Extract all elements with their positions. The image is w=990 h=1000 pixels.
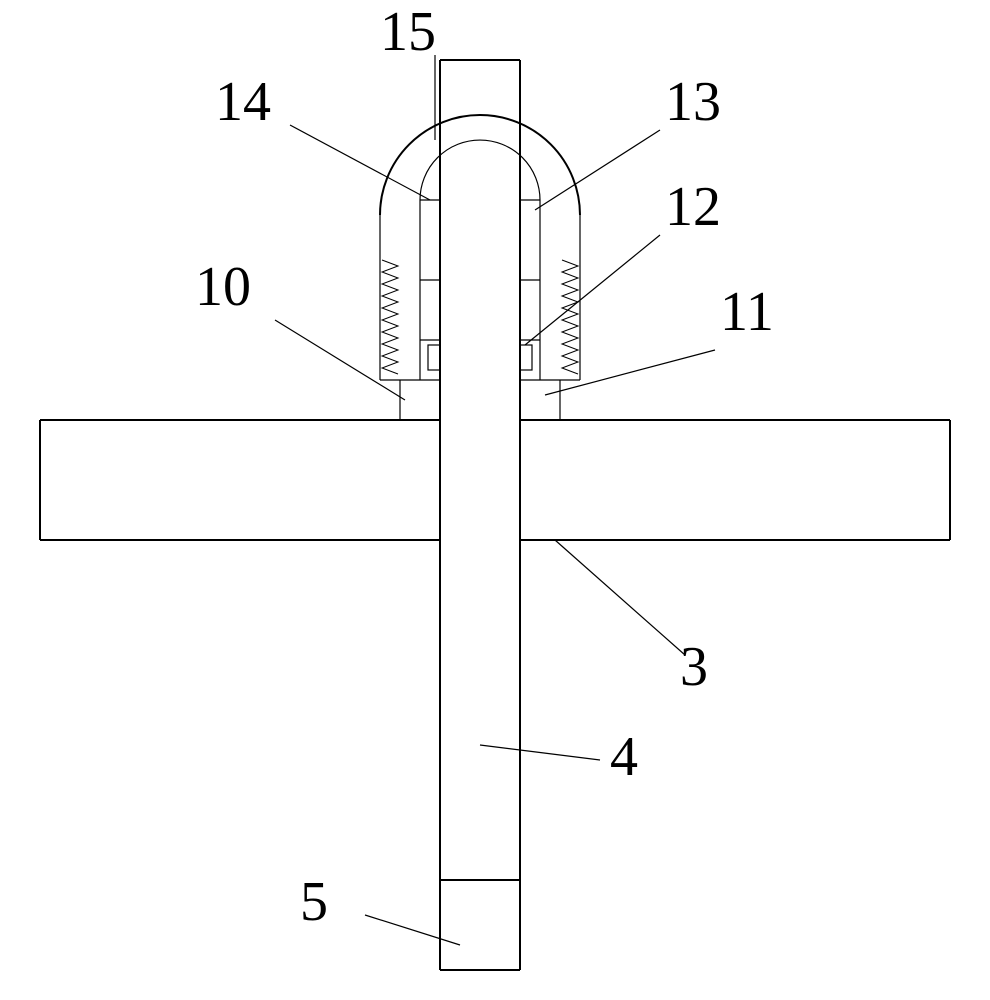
label-15: 15 — [380, 1, 436, 140]
label-5: 5 — [300, 871, 460, 945]
label-text-13: 13 — [665, 71, 721, 133]
label-12: 12 — [525, 176, 721, 345]
label-text-5: 5 — [300, 871, 328, 933]
label-text-11: 11 — [720, 281, 774, 343]
label-14: 14 — [215, 71, 430, 200]
label-3: 3 — [555, 540, 708, 698]
label-text-12: 12 — [665, 176, 721, 238]
dome-inner — [420, 140, 540, 200]
label-text-10: 10 — [195, 256, 251, 318]
label-10: 10 — [195, 256, 405, 400]
thread-right — [562, 260, 578, 374]
label-text-14: 14 — [215, 71, 271, 133]
thread-left — [382, 260, 398, 374]
label-4: 4 — [480, 726, 638, 788]
label-text-3: 3 — [680, 636, 708, 698]
label-text-4: 4 — [610, 726, 638, 788]
step-box-r — [520, 345, 532, 370]
step-box-l — [428, 345, 440, 370]
label-text-15: 15 — [380, 1, 436, 63]
